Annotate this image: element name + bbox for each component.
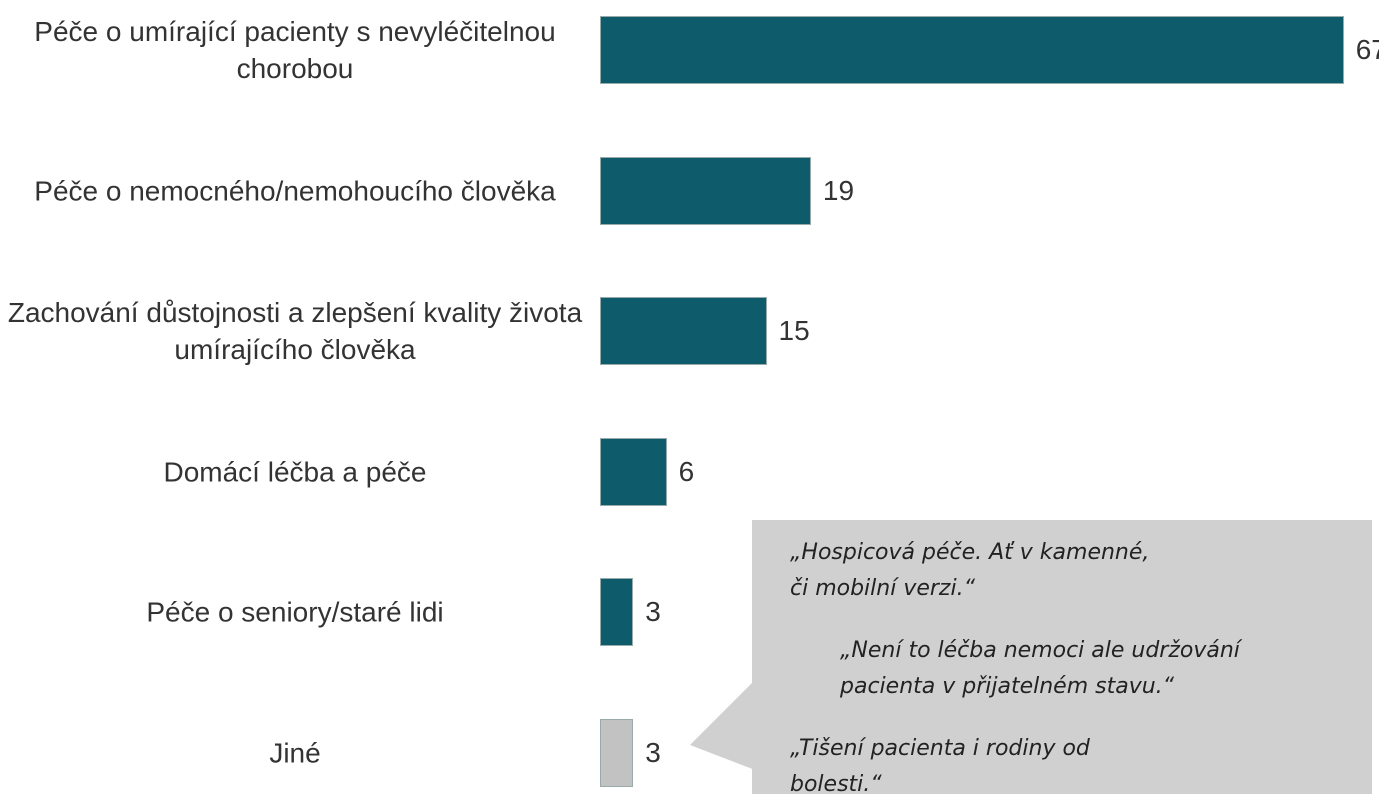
quote-line: „Tišení pacienta i rodiny od [790,736,1090,761]
callout-pointer [690,680,755,770]
category-label: Péče o umírající pacienty s nevyléčiteln… [34,16,556,84]
value-label: 67 [1355,34,1379,65]
callout-box [752,520,1372,794]
bar [600,16,1344,84]
bar [600,297,767,365]
quote-line: bolesti.“ [790,772,882,797]
bar [600,437,667,506]
category-label: Domácí léčba a péče [163,456,427,487]
value-label: 19 [822,174,855,206]
category-label: Zachování důstojnosti a zlepšení kvality… [7,297,583,365]
value-label: 6 [678,455,695,487]
bar [600,578,634,646]
bar [600,718,634,787]
value-label: 3 [645,736,661,768]
category-label: Jiné [269,737,321,768]
quote-line: pacienta v přijatelném stavu.“ [840,674,1175,699]
quote-line: či mobilní verzi.“ [790,576,975,601]
value-label: 15 [778,315,810,346]
value-label: 3 [645,596,661,627]
bar [600,156,811,225]
quote-line: „Není to léčba nemoci ale udržování [840,638,1240,663]
quote-line: „Hospicová péče. Ať v kamenné, [790,540,1150,565]
category-label: Péče o seniory/staré lidi [146,596,444,628]
category-label: Péče o nemocného/nemohoucího člověka [34,175,556,206]
